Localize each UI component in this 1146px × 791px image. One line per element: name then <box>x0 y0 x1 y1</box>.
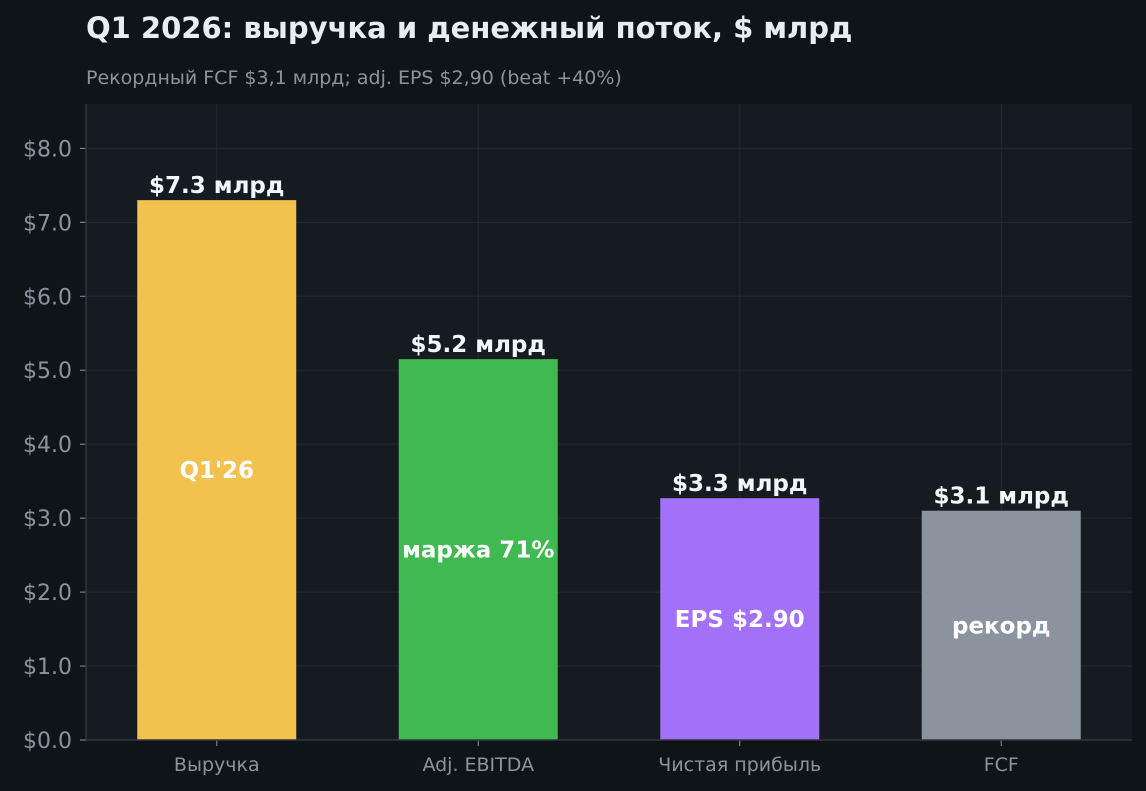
bar-inner-label: маржа 71% <box>402 538 554 564</box>
bar <box>137 200 297 741</box>
axes: $0.0 $1.0 $2.0 $3.0 $4.0 $5.0 $6.0 $7.0 $8.0 Выру… <box>23 104 1132 776</box>
chart-subtitle: Рекордный FCF $3,1 млрд; adj. EPS $2,90 … <box>86 67 622 89</box>
y-tick-label: $6.0 <box>23 285 72 310</box>
y-tick-label: $7.0 <box>23 211 72 236</box>
y-tick-label: $3.0 <box>23 507 72 532</box>
bar-inner-label: EPS $2.90 <box>675 607 805 633</box>
y-tick-label: $5.0 <box>23 359 72 384</box>
y-tick-label: $8.0 <box>23 137 72 162</box>
chart-title: Q1 2026: выручка и денежный поток, $ млр… <box>86 11 852 45</box>
bars: $7.3 млрд Q1'26 $5.2 млрд маржа 71% $3.3 млр… <box>137 173 1081 741</box>
y-tick-label: $0.0 <box>23 729 72 754</box>
x-tick-label: Выручка <box>174 754 260 776</box>
x-tick-label: Adj. EBITDA <box>422 754 534 776</box>
y-tick-label: $2.0 <box>23 581 72 606</box>
x-tick-label: Чистая прибыль <box>658 754 821 776</box>
x-tick-label: FCF <box>984 754 1019 776</box>
bar-inner-label: рекорд <box>952 613 1051 639</box>
data-label: $3.1 млрд <box>934 484 1069 510</box>
bar <box>921 510 1081 740</box>
data-label: $5.2 млрд <box>411 332 546 358</box>
y-tick-label: $4.0 <box>23 433 72 458</box>
bar <box>398 359 558 740</box>
y-tick-label: $1.0 <box>23 655 72 680</box>
bar <box>660 498 820 740</box>
bar-inner-label: Q1'26 <box>179 458 254 484</box>
data-label: $3.3 млрд <box>672 471 807 497</box>
data-label: $7.3 млрд <box>149 173 284 199</box>
